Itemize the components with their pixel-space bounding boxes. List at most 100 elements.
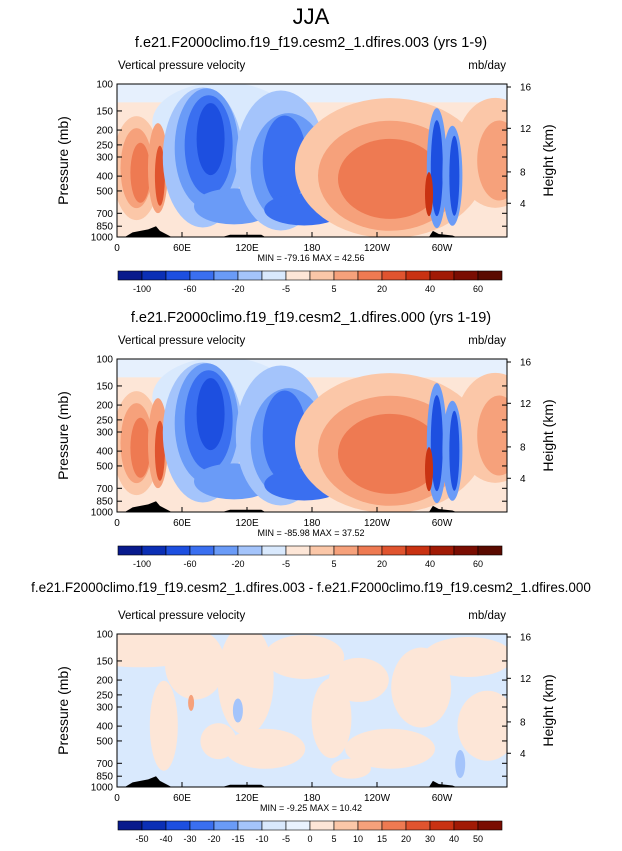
- colorbar-box: [309, 270, 335, 281]
- pressure-tick-label: 400: [96, 172, 113, 183]
- colorbar-box: [309, 820, 335, 831]
- colorbar-label: 20: [377, 284, 387, 294]
- lon-tick-label: 120E: [235, 243, 259, 254]
- positive-anomaly-12: [149, 680, 178, 771]
- colorbar-box: [261, 820, 287, 831]
- colorbar-label: -20: [231, 284, 244, 294]
- positive-anomaly-10: [423, 636, 507, 677]
- colorbar-box: [237, 545, 263, 556]
- colorbar-label: -15: [231, 834, 244, 844]
- positive-anomaly-peak: [188, 694, 195, 711]
- lon-tick-label: 60W: [432, 243, 453, 254]
- colorbar-box: [165, 270, 191, 281]
- lon-tick-label: 60E: [173, 518, 191, 529]
- pressure-tick-label: 700: [96, 484, 113, 495]
- pressure-tick-label: 500: [96, 186, 113, 197]
- height-tick-label: 16: [520, 633, 532, 644]
- colorbar-box: [213, 545, 239, 556]
- colorbar-box: [429, 270, 455, 281]
- units-label: mb/day: [468, 60, 506, 72]
- topography-americas: [429, 230, 457, 237]
- colorbar-box: [477, 820, 503, 831]
- colorbar-box: [405, 820, 431, 831]
- africa-descent-3: [130, 142, 151, 203]
- africa-descent-3: [130, 417, 151, 478]
- colorbar-box: [429, 820, 455, 831]
- colorbar-box: [381, 545, 407, 556]
- lon-tick-label: 60E: [173, 243, 191, 254]
- colorbar-label: -100: [133, 284, 151, 294]
- colorbar-box: [117, 270, 143, 281]
- colorbar-label: 40: [449, 834, 459, 844]
- topography-asia: [222, 234, 266, 237]
- colorbar-box: [333, 820, 359, 831]
- pressure-tick-label: 200: [96, 126, 113, 137]
- colorbar-label: 60: [473, 559, 483, 569]
- pressure-tick-label: 400: [96, 722, 113, 733]
- positive-anomaly-3: [217, 634, 274, 735]
- height-tick-label: 16: [520, 83, 532, 94]
- colorbar-box: [285, 820, 311, 831]
- lon-tick-label: 120E: [235, 518, 259, 529]
- variable-label: Vertical pressure velocity: [118, 610, 246, 622]
- colorbar-box: [477, 545, 503, 556]
- colorbar-box: [213, 270, 239, 281]
- colorbar-box: [189, 545, 215, 556]
- colorbar-box: [141, 545, 167, 556]
- colorbar-box: [141, 270, 167, 281]
- colorbar-label: -5: [282, 834, 290, 844]
- topography-asia: [222, 509, 266, 512]
- lon-tick-label: 180: [304, 243, 321, 254]
- colorbar-label: 20: [377, 559, 387, 569]
- chart-panel-3: f.e21.F2000climo.f19_f19.cesm2_1.dfires.…: [0, 580, 622, 850]
- colorbar-label: 40: [425, 284, 435, 294]
- height-tick-label: 4: [520, 199, 526, 210]
- atl-descent-2: [477, 395, 507, 476]
- pressure-tick-label: 150: [96, 381, 113, 392]
- pressure-tick-label: 250: [96, 140, 113, 151]
- colorbar-box: [333, 545, 359, 556]
- colorbar-box: [453, 820, 479, 831]
- negative-anomaly-peak-2: [455, 750, 466, 779]
- lon-tick-label: 120E: [235, 793, 259, 804]
- camerica-descent: [425, 447, 433, 492]
- pressure-tick-label: 100: [96, 630, 113, 641]
- wpac-ascent-3: [262, 115, 307, 206]
- height-tick-label: 16: [520, 358, 532, 369]
- units-label: mb/day: [468, 610, 506, 622]
- y-axis-label-right: Height (km): [540, 674, 556, 746]
- topography-asia: [222, 784, 266, 787]
- pressure-tick-label: 700: [96, 209, 113, 220]
- colorbar-box: [189, 270, 215, 281]
- colorbar-label: -60: [183, 284, 196, 294]
- pressure-tick-label: 150: [96, 106, 113, 117]
- height-tick-label: 12: [520, 399, 532, 410]
- min-max-label: MIN = -85.98 MAX = 37.52: [257, 528, 364, 538]
- camerica-ascent-4: [449, 410, 460, 491]
- colorbar-label: 30: [425, 834, 435, 844]
- lon-tick-label: 60E: [173, 793, 191, 804]
- colorbar-label: -5: [282, 284, 290, 294]
- height-tick-label: 12: [520, 674, 532, 685]
- pressure-tick-label: 200: [96, 676, 113, 687]
- y-axis-label-left: Pressure (mb): [55, 666, 71, 755]
- pressure-tick-label: 1000: [91, 783, 114, 794]
- height-tick-label: 4: [520, 474, 526, 485]
- colorbar-label: -20: [231, 559, 244, 569]
- colorbar-label: 5: [331, 559, 336, 569]
- monsoon-ascent-4: [196, 378, 225, 451]
- colorbar-box: [165, 545, 191, 556]
- colorbar-box: [237, 270, 263, 281]
- pressure-tick-label: 100: [96, 355, 113, 366]
- colorbar-label: 5: [331, 834, 336, 844]
- pressure-tick-label: 400: [96, 447, 113, 458]
- pressure-tick-label: 250: [96, 415, 113, 426]
- pressure-tick-label: 850: [96, 772, 113, 783]
- colorbar-box: [357, 545, 383, 556]
- colorbar-box: [405, 270, 431, 281]
- monsoon-ascent-4: [196, 103, 225, 176]
- positive-anomaly-13: [200, 723, 237, 760]
- lon-tick-label: 120W: [364, 243, 391, 254]
